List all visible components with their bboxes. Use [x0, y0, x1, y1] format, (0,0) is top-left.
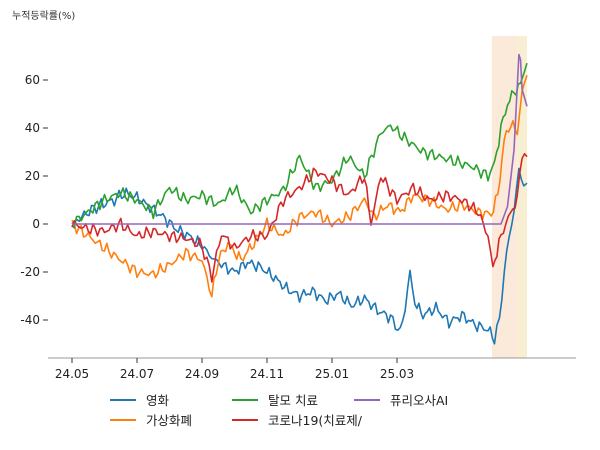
y-tick-label: 60	[25, 73, 40, 87]
series-lines	[71, 53, 528, 345]
legend-item: 코로나19(치료제/	[232, 410, 362, 429]
legend-swatch	[232, 398, 258, 401]
x-tick-label: 24.05	[55, 367, 89, 381]
legend-swatch	[232, 418, 258, 421]
y-tick-label: -40	[20, 313, 40, 327]
legend-item: 탈모 치료	[232, 390, 318, 409]
x-tick-label: 24.09	[185, 367, 219, 381]
y-tick-label: 20	[25, 169, 40, 183]
x-tick-label: 25.01	[315, 367, 349, 381]
line-chart: -40 -20 0 20 40 60 24.05 24.07 24.09 24.11 25.01 25…	[20, 36, 576, 381]
legend-swatch	[110, 398, 136, 401]
y-tick-label: 0	[32, 217, 40, 231]
legend-swatch	[110, 418, 136, 421]
legend-label: 가상화폐	[146, 413, 193, 428]
x-tick-label: 24.11	[250, 367, 284, 381]
highlight-band-1	[517, 36, 527, 358]
legend: 영화 탈모 치료 퓨리오사AI 가상화폐 코로나19(치료제/	[110, 390, 550, 440]
legend-label: 코로나19(치료제/	[268, 413, 362, 428]
series-line-4	[72, 53, 528, 225]
y-tick-label: -20	[20, 265, 40, 279]
series-line-2	[71, 62, 528, 229]
legend-item: 가상화폐	[110, 410, 192, 429]
x-tick-label: 24.07	[120, 367, 154, 381]
series-line-0	[71, 167, 528, 345]
legend-swatch	[354, 398, 380, 401]
legend-item: 퓨리오사AI	[354, 390, 448, 409]
legend-label: 탈모 치료	[268, 393, 318, 408]
legend-label: 영화	[146, 393, 170, 408]
series-line-3	[71, 152, 528, 283]
y-axis-label: 누적등락률(%)	[12, 11, 76, 22]
legend-label: 퓨리오사AI	[390, 393, 449, 408]
legend-item: 영화	[110, 390, 169, 409]
y-tick-label: 40	[25, 121, 40, 135]
series-line-1	[71, 74, 528, 298]
axes: -40 -20 0 20 40 60 24.05 24.07 24.09 24.11 25.01 25…	[20, 73, 576, 381]
x-tick-label: 25.03	[380, 367, 414, 381]
